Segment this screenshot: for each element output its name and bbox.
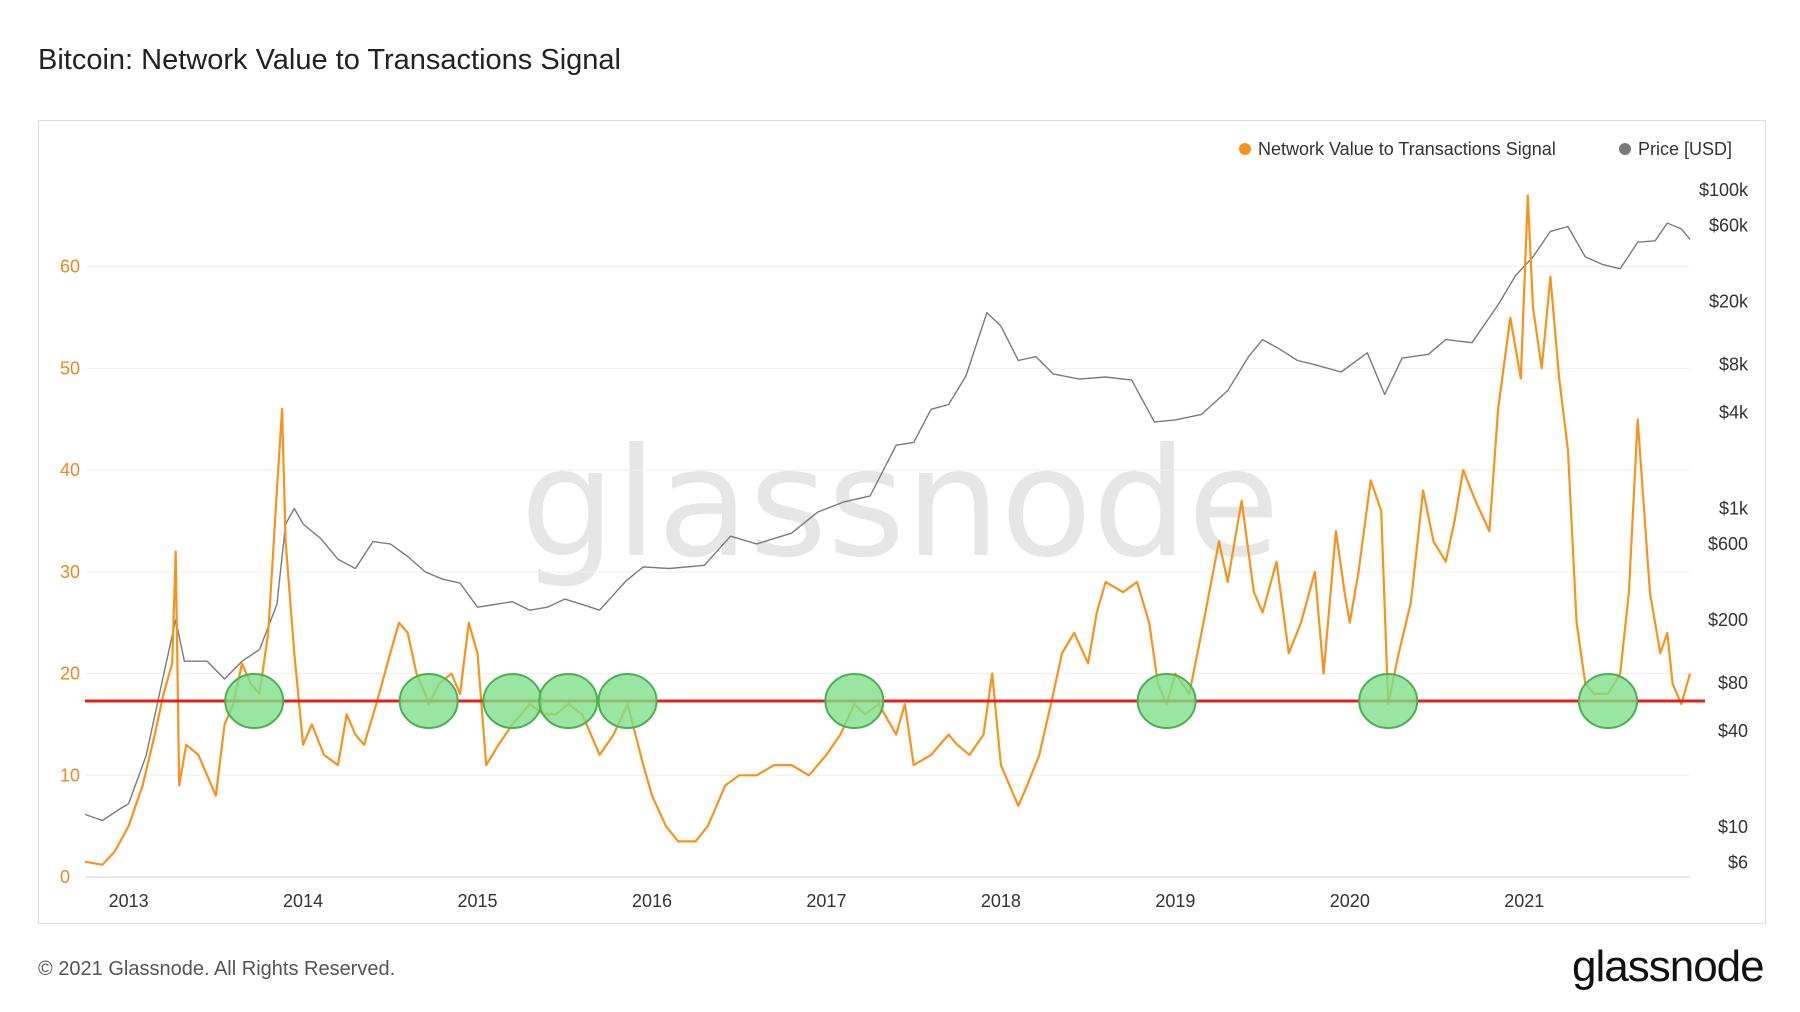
x-tick-label: 2019 bbox=[1155, 891, 1195, 911]
y-right-tick-label: $6 bbox=[1728, 852, 1748, 872]
x-tick-label: 2018 bbox=[981, 891, 1021, 911]
legend-label: Network Value to Transactions Signal bbox=[1258, 139, 1556, 159]
highlight-circle bbox=[224, 673, 285, 730]
legend-label: Price [USD] bbox=[1638, 139, 1732, 159]
grid bbox=[85, 266, 1690, 878]
highlight-circle bbox=[1578, 673, 1639, 730]
highlight-circle bbox=[824, 673, 885, 730]
y-right-tick-label: $80 bbox=[1718, 673, 1748, 693]
series-layer bbox=[84, 194, 1692, 866]
y-left-tick-label: 40 bbox=[60, 460, 80, 480]
legend-dot bbox=[1239, 143, 1251, 155]
x-tick-label: 2015 bbox=[458, 891, 498, 911]
y-right-tick-label: $4k bbox=[1719, 403, 1749, 423]
y-right-tick-label: $600 bbox=[1708, 534, 1748, 554]
price-series-line bbox=[84, 222, 1691, 822]
x-tick-label: 2020 bbox=[1330, 891, 1370, 911]
highlight-layer bbox=[85, 673, 1705, 730]
highlight-circle bbox=[482, 673, 543, 730]
x-tick-label: 2017 bbox=[806, 891, 846, 911]
x-tick-label: 2014 bbox=[283, 891, 323, 911]
copyright-text: © 2021 Glassnode. All Rights Reserved. bbox=[38, 958, 396, 980]
y-left-tick-label: 20 bbox=[60, 664, 80, 684]
x-tick-label: 2016 bbox=[632, 891, 672, 911]
y-right-tick-label: $8k bbox=[1719, 355, 1749, 375]
y-right-tick-label: $10 bbox=[1718, 817, 1748, 837]
nvts-series-line bbox=[84, 194, 1692, 866]
legend-item-nvts[interactable]: Network Value to Transactions Signal bbox=[1239, 139, 1556, 159]
y-left-tick-label: 0 bbox=[60, 867, 70, 887]
highlight-circle bbox=[597, 673, 658, 730]
legend[interactable]: Network Value to Transactions Signal Pric… bbox=[1239, 139, 1732, 159]
x-tick-label: 2013 bbox=[109, 891, 149, 911]
y-right-tick-label: $100k bbox=[1699, 180, 1749, 200]
legend-item-price[interactable]: Price [USD] bbox=[1619, 139, 1732, 159]
chart-title: Bitcoin: Network Value to Transactions S… bbox=[38, 44, 621, 76]
brand-logo: glassnode bbox=[1572, 942, 1765, 991]
highlight-circle bbox=[1136, 673, 1197, 730]
chart-panel bbox=[38, 120, 1766, 924]
y-left-tick-label: 50 bbox=[60, 358, 80, 378]
legend-dot bbox=[1619, 143, 1631, 155]
watermark: glassnode bbox=[520, 417, 1279, 591]
y-right-tick-label: $20k bbox=[1709, 291, 1749, 311]
highlight-circle bbox=[538, 673, 599, 730]
y-left-tick-label: 60 bbox=[60, 257, 80, 277]
y-right-tick-label: $60k bbox=[1709, 215, 1749, 235]
highlight-circle bbox=[398, 673, 459, 730]
y-left-tick-label: 30 bbox=[60, 562, 80, 582]
x-tick-label: 2021 bbox=[1504, 891, 1544, 911]
y-left-tick-label: 10 bbox=[60, 765, 80, 785]
y-right-tick-label: $200 bbox=[1708, 610, 1748, 630]
axes-layer: 0 10 20 30 40 50 60 2013 2014 2015 2016 2017 2018 201… bbox=[60, 180, 1749, 911]
y-right-tick-label: $1k bbox=[1719, 499, 1749, 519]
y-right-tick-label: $40 bbox=[1718, 721, 1748, 741]
highlight-circle bbox=[1358, 673, 1419, 730]
